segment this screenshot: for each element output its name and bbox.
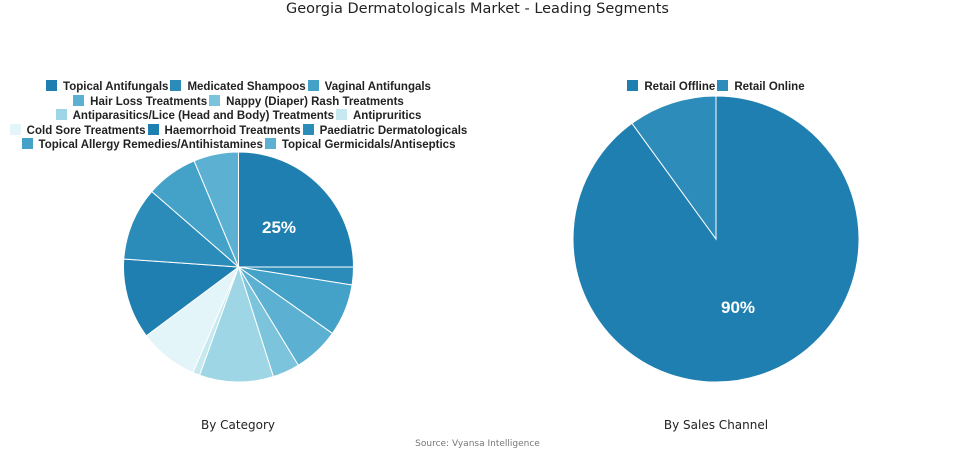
legend-item[interactable]: Haemorrhoid Treatments bbox=[147, 123, 301, 139]
legend-item[interactable]: Topical Germicidals/Antiseptics bbox=[264, 138, 456, 153]
legend-item[interactable]: Retail Online bbox=[717, 80, 805, 95]
pie-slice[interactable] bbox=[198, 265, 274, 383]
pie-slice[interactable] bbox=[193, 151, 239, 268]
pie-slice[interactable] bbox=[631, 95, 717, 241]
legend-label: Medicated Shampoos bbox=[187, 81, 306, 93]
pie-slice[interactable] bbox=[238, 151, 355, 268]
legend-swatch-icon bbox=[147, 123, 159, 135]
legend-swatch-icon bbox=[627, 80, 639, 91]
category-legend: Topical Antifungals Medicated Shampoos Vag… bbox=[0, 80, 477, 153]
legend-row: Hair Loss Treatments Nappy (Diaper) Rash … bbox=[0, 94, 477, 110]
category-top-slice-label: 25% bbox=[262, 218, 296, 237]
legend-swatch-icon bbox=[336, 109, 347, 120]
legend-row: Retail Offline Retail Online bbox=[477, 80, 955, 95]
legend-item[interactable]: Vaginal Antifungals bbox=[307, 80, 431, 95]
legend-swatch-icon bbox=[21, 138, 33, 149]
pie-slice[interactable] bbox=[123, 190, 240, 268]
legend-swatch-icon bbox=[209, 94, 221, 106]
legend-item[interactable]: Medicated Shampoos bbox=[170, 80, 306, 95]
legend-row: Antiparasitics/Lice (Head and Body) Trea… bbox=[0, 109, 477, 124]
category-pie bbox=[123, 151, 355, 383]
legend-swatch-icon bbox=[46, 80, 58, 91]
legend-swatch-icon bbox=[302, 123, 314, 135]
legend-label: Paediatric Dermatologicals bbox=[319, 124, 468, 137]
legend-swatch-icon bbox=[717, 80, 729, 91]
legend-swatch-icon bbox=[55, 109, 67, 120]
chart-title: Georgia Dermatologicals Market - Leading… bbox=[286, 1, 669, 17]
legend-label: Haemorrhoid Treatments bbox=[164, 124, 301, 137]
legend-label: Retail Online bbox=[734, 81, 805, 93]
legend-row: Topical Allergy Remedies/Antihistamines T… bbox=[0, 138, 477, 153]
legend-swatch-icon bbox=[307, 80, 319, 91]
legend-item[interactable]: Retail Offline bbox=[627, 80, 715, 95]
legend-label: Antiparasitics/Lice (Head and Body) Trea… bbox=[72, 110, 334, 122]
legend-item[interactable]: Nappy (Diaper) Rash Treatments bbox=[209, 94, 404, 110]
sales-channel-pie bbox=[572, 95, 860, 383]
legend-item[interactable]: Hair Loss Treatments bbox=[73, 94, 208, 110]
legend-label: Topical Antifungals bbox=[63, 81, 169, 93]
legend-label: Antipruritics bbox=[353, 110, 422, 122]
category-caption: By Category bbox=[201, 418, 275, 432]
legend-swatch-icon bbox=[9, 123, 21, 135]
legend-item[interactable]: Antiparasitics/Lice (Head and Body) Trea… bbox=[55, 109, 334, 124]
sales-channel-legend: Retail Offline Retail Online bbox=[477, 80, 955, 95]
legend-item[interactable]: Topical Allergy Remedies/Antihistamines bbox=[21, 138, 263, 153]
legend-label: Cold Sore Treatments bbox=[26, 124, 146, 137]
legend-label: Retail Offline bbox=[644, 81, 716, 93]
legend-label: Topical Allergy Remedies/Antihistamines bbox=[38, 139, 263, 151]
source-note: Source: Vyansa Intelligence bbox=[415, 439, 540, 449]
legend-item[interactable]: Cold Sore Treatments bbox=[9, 123, 146, 139]
legend-swatch-icon bbox=[264, 138, 276, 149]
legend-item[interactable]: Topical Antifungals bbox=[46, 80, 168, 95]
legend-label: Nappy (Diaper) Rash Treatments bbox=[226, 95, 404, 108]
legend-label: Topical Germicidals/Antiseptics bbox=[281, 139, 456, 151]
legend-row: Topical Antifungals Medicated Shampoos Vag… bbox=[0, 80, 477, 95]
legend-label: Vaginal Antifungals bbox=[324, 81, 431, 93]
legend-item[interactable]: Paediatric Dermatologicals bbox=[302, 123, 468, 139]
legend-label: Hair Loss Treatments bbox=[90, 95, 208, 108]
legend-swatch-icon bbox=[170, 80, 182, 91]
sales-channel-caption: By Sales Channel bbox=[663, 418, 769, 432]
pie-slice[interactable] bbox=[123, 258, 240, 337]
legend-row: Cold Sore Treatments Haemorrhoid Treatmen… bbox=[0, 123, 477, 139]
legend-swatch-icon bbox=[73, 94, 85, 106]
sales-channel-top-slice-label: 90% bbox=[721, 298, 755, 317]
legend-item[interactable]: Antipruritics bbox=[336, 109, 421, 124]
